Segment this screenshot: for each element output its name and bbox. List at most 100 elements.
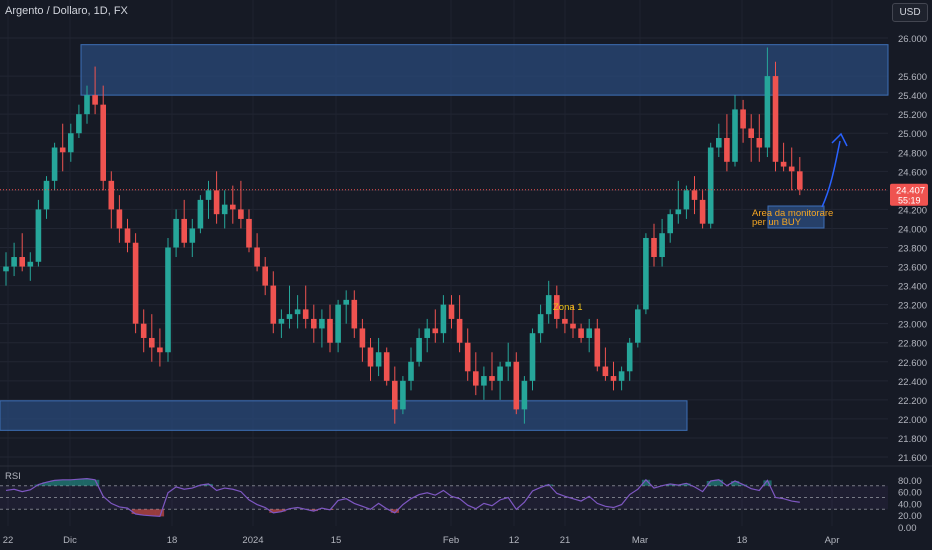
candle-body xyxy=(11,257,17,267)
candle-body xyxy=(383,352,390,381)
candle-body xyxy=(246,218,252,248)
candle-body xyxy=(51,147,58,181)
note-line1: Area da monitorare xyxy=(752,208,833,219)
rsi-overbought-fill xyxy=(91,479,100,486)
candle-body xyxy=(327,318,333,343)
rsi-oversold-fill xyxy=(269,509,278,513)
candle-body xyxy=(691,190,698,200)
candle-body xyxy=(748,128,754,138)
rsi-tick-label: 0.00 xyxy=(898,523,917,534)
candle-body xyxy=(165,247,171,353)
candle-body xyxy=(424,328,430,338)
candle-body xyxy=(319,318,325,329)
candle-body xyxy=(197,199,204,229)
last-price-value: 24.407 xyxy=(896,186,925,197)
currency-button[interactable]: USD xyxy=(892,3,928,22)
rsi-overbought-fill xyxy=(763,480,772,486)
candle-body xyxy=(238,209,244,219)
arrow-line xyxy=(821,140,841,208)
candle-body xyxy=(610,376,617,381)
y-tick-label: 23.800 xyxy=(898,244,927,255)
x-tick-label: Mar xyxy=(632,535,648,546)
rsi-label: RSI xyxy=(5,471,21,482)
candle-body xyxy=(116,209,123,229)
y-tick-label: 23.400 xyxy=(898,282,927,293)
candle-body xyxy=(602,366,609,377)
candle-body xyxy=(68,133,74,153)
candle-body xyxy=(270,285,277,324)
candle-body xyxy=(440,304,447,334)
y-tick-label: 24.600 xyxy=(898,167,927,178)
rsi-overbought-fill xyxy=(204,483,213,486)
candle-body xyxy=(570,323,576,329)
rsi-oversold-fill xyxy=(131,509,140,515)
candle-body xyxy=(181,218,187,243)
y-tick-label: 26.000 xyxy=(898,34,927,45)
y-tick-label: 22.400 xyxy=(898,377,927,388)
candle-body xyxy=(278,318,285,324)
candle-body xyxy=(635,309,641,343)
x-tick-label: 15 xyxy=(331,535,342,546)
candle-body xyxy=(772,76,779,162)
candle-body xyxy=(27,261,34,267)
candle-body xyxy=(375,352,382,367)
y-tick-label: 24.000 xyxy=(898,224,927,235)
candle-body xyxy=(740,109,746,129)
candle-body xyxy=(473,371,479,386)
x-tick-label: Dic xyxy=(63,535,77,546)
y-tick-label: 21.600 xyxy=(898,453,927,464)
candle-body xyxy=(351,299,358,329)
rsi-line xyxy=(5,478,800,518)
candle-body xyxy=(578,328,584,338)
y-tick-label: 22.200 xyxy=(898,396,927,407)
y-tick-label: 24.200 xyxy=(898,205,927,216)
rsi-tick-label: 20.00 xyxy=(898,511,922,522)
candle-body xyxy=(586,328,592,338)
rsi-overbought-fill xyxy=(83,478,92,486)
candle-body xyxy=(132,242,139,324)
candle-body xyxy=(594,328,601,367)
y-tick-label: 22.000 xyxy=(898,415,927,426)
candle-body xyxy=(764,76,771,148)
candle-body xyxy=(716,137,722,148)
y-tick-label: 25.000 xyxy=(898,129,927,140)
candle-body xyxy=(392,380,398,410)
rsi-oversold-fill xyxy=(309,509,318,512)
y-tick-label: 23.000 xyxy=(898,320,927,331)
candle-body xyxy=(481,376,487,386)
candle-body xyxy=(205,190,212,200)
candle-body xyxy=(464,342,471,372)
candle-body xyxy=(400,380,406,410)
rsi-overbought-fill xyxy=(714,479,723,486)
rsi-tick-label: 40.00 xyxy=(898,499,922,510)
candle-body xyxy=(157,347,163,353)
y-tick-label: 22.800 xyxy=(898,339,927,350)
candle-body xyxy=(343,299,349,305)
candle-body xyxy=(367,347,374,367)
candle-body xyxy=(92,95,98,105)
candle-body xyxy=(521,380,528,410)
candle-body xyxy=(335,304,341,343)
candle-body xyxy=(311,318,317,329)
candle-body xyxy=(262,266,268,286)
x-tick-label: Apr xyxy=(825,535,840,546)
candle-body xyxy=(408,361,414,381)
candle-body xyxy=(254,247,260,267)
y-tick-label: 23.200 xyxy=(898,301,927,312)
rsi-overbought-fill xyxy=(706,480,715,486)
y-tick-label: 25.200 xyxy=(898,110,927,121)
candle-body xyxy=(448,304,455,319)
candle-body xyxy=(545,295,552,315)
rsi-tick-label: 60.00 xyxy=(898,488,922,499)
rsi-overbought-fill xyxy=(42,482,51,486)
candle-body xyxy=(140,323,147,338)
candle-body xyxy=(562,318,568,324)
rsi-overbought-fill xyxy=(58,479,67,486)
candle-body xyxy=(489,376,495,381)
candle-body xyxy=(732,109,738,162)
candle-body xyxy=(76,114,82,134)
x-tick-label: 21 xyxy=(560,535,571,546)
candle-body xyxy=(108,180,115,210)
rsi-oversold-fill xyxy=(277,509,286,512)
